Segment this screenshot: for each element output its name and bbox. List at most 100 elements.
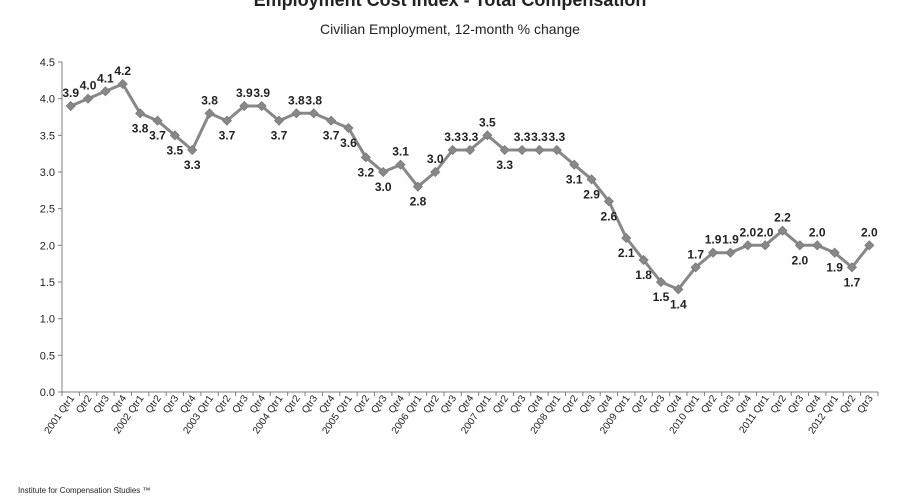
data-point	[846, 262, 858, 273]
data-point	[690, 262, 701, 273]
data-point	[343, 122, 354, 134]
x-tick-label: Qtr3	[647, 393, 667, 416]
data-label: 2.0	[809, 225, 826, 239]
data-point	[308, 108, 319, 119]
data-point	[760, 240, 771, 251]
data-point	[638, 254, 649, 266]
data-label: 3.6	[340, 136, 357, 150]
data-label: 3.0	[375, 180, 392, 194]
x-tick-label: 2001 Qtr1	[43, 393, 78, 436]
source-note: Institute for Compensation Studies ™	[18, 486, 151, 495]
data-label: 3.1	[566, 173, 583, 187]
data-point	[326, 115, 337, 126]
data-point	[655, 276, 667, 288]
x-tick-label: Qtr3	[161, 393, 181, 416]
data-label: 4.0	[80, 79, 97, 93]
data-point	[447, 144, 458, 156]
data-point	[273, 115, 285, 126]
x-tick-label: Qtr3	[508, 393, 528, 416]
data-label: 2.2	[774, 211, 791, 225]
series-line	[70, 82, 871, 291]
data-label: 2.0	[757, 225, 774, 239]
data-point	[621, 232, 632, 244]
data-point	[742, 240, 753, 251]
data-point	[707, 247, 719, 258]
data-label: 4.1	[97, 71, 114, 85]
x-tick-label: Qtr2	[630, 393, 650, 416]
data-point	[603, 196, 614, 207]
data-label: 3.9	[253, 86, 270, 100]
data-point	[551, 144, 562, 156]
y-tick-label: 2.5	[40, 204, 55, 216]
x-tick-label: Qtr2	[144, 393, 164, 416]
data-point	[534, 144, 545, 156]
x-tick-label: Qtr2	[491, 393, 511, 416]
data-point	[569, 159, 580, 170]
data-label: 3.3	[496, 158, 513, 172]
x-tick-label: Qtr3	[439, 393, 459, 416]
x-tick-label: Qtr2	[74, 393, 94, 416]
data-point	[135, 108, 146, 119]
data-point	[221, 115, 233, 126]
data-point	[777, 225, 788, 236]
data-label: 1.9	[826, 261, 843, 275]
data-label: 3.7	[219, 129, 236, 143]
x-tick-label: Qtr3	[856, 393, 876, 416]
x-tick-label: Qtr2	[838, 393, 858, 416]
data-point	[378, 166, 389, 178]
data-point	[100, 86, 111, 97]
y-tick-label: 1.5	[40, 277, 55, 289]
data-point	[412, 181, 423, 192]
data-point	[256, 100, 267, 112]
x-tick-label: Qtr2	[352, 393, 372, 416]
y-tick-label: 1.0	[40, 314, 55, 326]
data-label: 1.5	[653, 290, 670, 304]
data-label: 3.0	[427, 152, 444, 166]
x-tick-label: Qtr2	[213, 393, 233, 416]
data-label: 3.8	[288, 93, 305, 107]
data-label: 2.6	[601, 209, 618, 223]
data-label: 1.4	[670, 297, 687, 311]
data-label: 3.7	[271, 129, 288, 143]
data-label: 3.9	[62, 86, 79, 100]
x-tick-label: Qtr3	[369, 393, 389, 416]
data-point	[169, 130, 180, 141]
data-label: 2.0	[861, 225, 878, 239]
x-tick-label: Qtr3	[786, 393, 806, 416]
data-point	[395, 159, 406, 170]
data-point	[117, 78, 128, 90]
x-tick-label: Qtr2	[769, 393, 789, 416]
data-point	[812, 240, 823, 251]
data-point	[586, 174, 597, 185]
data-label: 3.3	[462, 130, 479, 144]
data-point	[464, 144, 476, 156]
y-tick-label: 0.5	[40, 350, 55, 362]
y-tick-label: 2.0	[40, 240, 55, 252]
y-tick-label: 4.5	[40, 57, 55, 69]
data-point	[864, 240, 875, 251]
data-point	[482, 130, 493, 141]
y-tick-label: 3.0	[40, 167, 55, 179]
data-label: 2.0	[739, 225, 756, 239]
x-tick-label: Qtr2	[560, 393, 580, 416]
data-label: 2.0	[792, 253, 809, 267]
data-point	[204, 108, 215, 119]
data-label: 1.7	[844, 275, 861, 289]
data-label: 3.5	[167, 143, 184, 157]
data-point	[187, 144, 198, 156]
data-label: 3.3	[548, 130, 565, 144]
data-label: 3.7	[323, 129, 340, 143]
data-label: 3.3	[444, 130, 461, 144]
data-point	[725, 247, 736, 258]
data-point	[517, 144, 528, 156]
data-label: 3.7	[149, 129, 166, 143]
data-point	[673, 284, 684, 295]
x-tick-label: Qtr3	[578, 393, 598, 416]
data-label: 3.3	[184, 158, 201, 172]
data-label: 2.8	[410, 195, 427, 209]
x-tick-label: Qtr2	[699, 393, 719, 416]
x-tick-label: Qtr3	[300, 393, 320, 416]
data-point	[829, 247, 840, 258]
data-label: 3.8	[132, 121, 149, 135]
